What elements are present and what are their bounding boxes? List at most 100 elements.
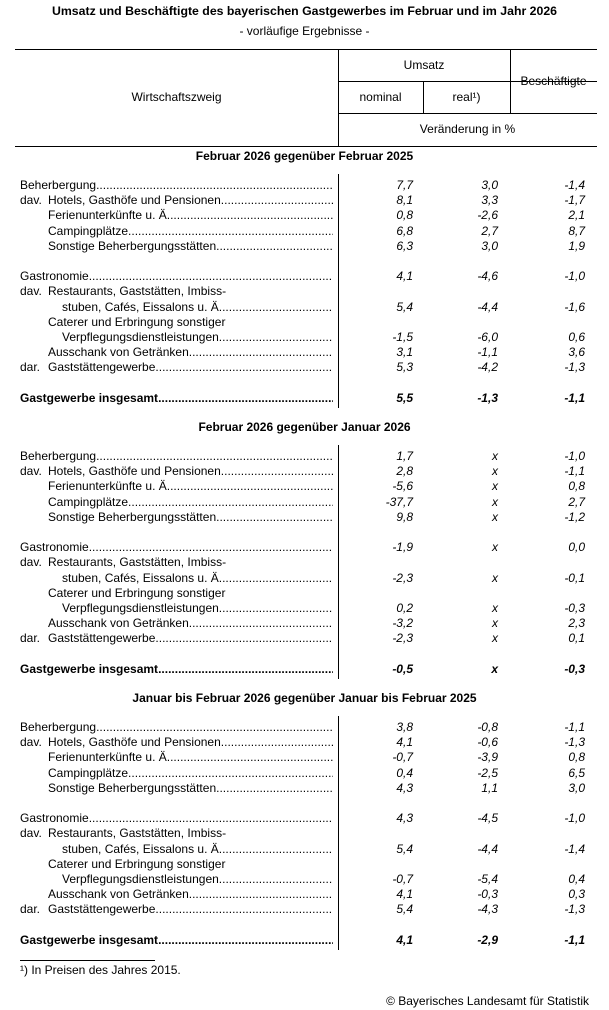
- table-row: Sonstige Beherbergungsstätten 6,3 3,0 1,9: [0, 239, 609, 254]
- value-nominal: 8,1: [396, 193, 413, 208]
- row-label: Ferienunterkünfte u. Ä.: [20, 750, 333, 765]
- header-wirtschaftszweig: Wirtschaftszweig: [131, 90, 222, 104]
- value-nominal: 4,1: [396, 932, 413, 947]
- column-divider: [338, 445, 339, 679]
- dot-leader: [155, 902, 333, 917]
- dot-leader: [189, 345, 333, 360]
- row-prefix: [20, 887, 48, 902]
- value-real: x: [492, 509, 498, 524]
- header-divider: [338, 49, 339, 146]
- dot-leader: [170, 750, 333, 765]
- dot-leader: [96, 720, 333, 735]
- value-nominal: -2,3: [392, 631, 413, 646]
- value-real: 1,1: [481, 780, 498, 795]
- value-beschaeftigte: -1,3: [564, 360, 585, 375]
- value-real: x: [492, 570, 498, 585]
- row-label-text: Campingplätze: [48, 765, 129, 780]
- row-prefix: [20, 224, 48, 239]
- dot-leader: [89, 540, 333, 555]
- table-row: Ferienunterkünfte u. Ä. -0,7 -3,9 0,8: [0, 750, 609, 765]
- value-beschaeftigte: 0,6: [568, 329, 585, 344]
- row-label-text: Gastronomie: [20, 269, 89, 284]
- value-beschaeftigte: -1,7: [564, 193, 585, 208]
- row-label-text: Gastronomie: [20, 811, 89, 826]
- value-real: -4,6: [477, 269, 498, 284]
- value-nominal: 4,3: [396, 811, 413, 826]
- value-real: x: [492, 449, 498, 463]
- value-nominal: 5,4: [396, 299, 413, 314]
- row-prefix: [20, 601, 48, 616]
- row-label-text: Hotels, Gasthöfe und Pensionen: [48, 735, 221, 750]
- row-prefix: [20, 586, 48, 601]
- value-beschaeftigte: -1,1: [564, 932, 585, 947]
- dot-leader: [221, 735, 333, 750]
- dot-leader: [222, 300, 333, 315]
- value-beschaeftigte: 3,0: [568, 780, 585, 795]
- row-prefix: dav.: [20, 826, 42, 841]
- value-nominal: 0,8: [396, 208, 413, 223]
- row-label-text: Sonstige Beherbergungsstätten: [48, 780, 217, 795]
- row-label-text: Verpflegungsdienstleistungen: [62, 871, 219, 886]
- row-label: Campingplätze: [20, 224, 333, 239]
- header-umsatz: Umsatz: [403, 58, 445, 72]
- value-beschaeftigte: 2,1: [568, 208, 585, 223]
- footnote-rule: [20, 960, 155, 961]
- row-label-text: Verpflegungsdienstleistungen: [62, 329, 219, 344]
- value-beschaeftigte: -1,4: [564, 841, 585, 856]
- value-real: -3,9: [477, 750, 498, 765]
- row-label: dar. Gaststättengewerbe: [20, 360, 333, 375]
- value-nominal: 3,8: [396, 720, 413, 734]
- dot-leader: [189, 887, 333, 902]
- value-real: x: [491, 661, 498, 676]
- value-real: x: [492, 616, 498, 631]
- table-row: dav. Restaurants, Gaststätten, Imbiss-: [0, 555, 609, 570]
- value-real: x: [492, 479, 498, 494]
- row-label-text: Caterer und Erbringung sonstiger: [48, 585, 226, 600]
- value-real: x: [492, 494, 498, 509]
- value-beschaeftigte: -1,1: [564, 390, 585, 405]
- row-label-text: Verpflegungsdienstleistungen: [62, 600, 219, 615]
- row-label-text: Restaurants, Gaststätten, Imbiss-: [48, 555, 227, 570]
- value-beschaeftigte: 8,7: [568, 223, 585, 238]
- value-nominal: -5,6: [392, 479, 413, 494]
- dot-leader: [219, 872, 333, 887]
- row-prefix: [20, 239, 48, 254]
- value-beschaeftigte: 0,8: [568, 750, 585, 765]
- table-row: Campingplätze -37,7 x 2,7: [0, 495, 609, 510]
- row-label: Sonstige Beherbergungsstätten: [20, 510, 333, 525]
- spacer-row: [0, 254, 609, 269]
- row-label: Sonstige Beherbergungsstätten: [20, 781, 333, 796]
- header-real: real¹): [452, 90, 481, 104]
- dot-leader: [219, 601, 333, 616]
- row-label: Ausschank von Getränken: [20, 616, 333, 631]
- row-label-text: Caterer und Erbringung sonstiger: [48, 856, 226, 871]
- value-nominal: 4,1: [396, 269, 413, 284]
- table-row: dar. Gaststättengewerbe -2,3 x 0,1: [0, 631, 609, 646]
- value-nominal: 5,4: [396, 841, 413, 856]
- row-label: Verpflegungsdienstleistungen: [20, 872, 333, 887]
- dot-leader: [155, 631, 333, 646]
- dot-leader: [155, 360, 333, 375]
- row-label-text: Campingplätze: [48, 494, 129, 509]
- table-row: Gastronomie -1,9 x 0,0: [0, 540, 609, 555]
- value-real: 3,0: [481, 238, 498, 253]
- header-inner-rule: [338, 113, 597, 114]
- table-row: Gastronomie 4,3 -4,5 -1,0: [0, 811, 609, 826]
- row-label-text: Gastgewerbe insgesamt: [20, 932, 159, 947]
- dot-leader: [89, 811, 333, 826]
- table-row: Beherbergung 1,7 x -1,0: [0, 449, 609, 464]
- header-divider: [423, 81, 424, 113]
- row-label: stuben, Cafés, Eissalons u. Ä.: [20, 300, 333, 315]
- value-beschaeftigte: 2,3: [568, 616, 585, 631]
- table-row: Ausschank von Getränken 4,1 -0,3 0,3: [0, 887, 609, 902]
- row-label: dar. Gaststättengewerbe: [20, 631, 333, 646]
- row-label-text: Caterer und Erbringung sonstiger: [48, 314, 226, 329]
- value-beschaeftigte: -1,0: [564, 269, 585, 284]
- table-row: Ferienunterkünfte u. Ä. 0,8 -2,6 2,1: [0, 208, 609, 223]
- table-row: Gastgewerbe insgesamt -0,5 x -0,3: [0, 662, 609, 677]
- value-real: 2,7: [481, 223, 498, 238]
- row-label-text: Beherbergung: [20, 720, 97, 734]
- row-prefix: dav.: [20, 193, 42, 208]
- value-beschaeftigte: 0,4: [568, 871, 585, 886]
- spacer-row: [0, 917, 609, 932]
